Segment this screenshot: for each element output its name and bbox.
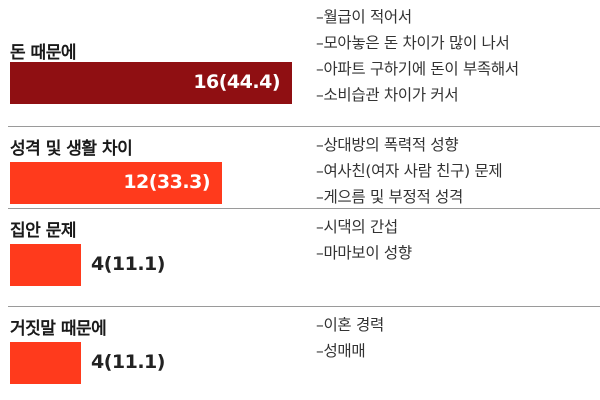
category-label: 거짓말 때문에 (10, 319, 107, 339)
row-divider (8, 306, 600, 307)
reason-item: –소비습관 차이가 커서 (316, 86, 459, 104)
row-divider (8, 126, 600, 127)
bar (10, 244, 81, 286)
data-label: 4(11.1) (91, 253, 165, 275)
category-row: 돈 때문에 16(44.4) –월급이 적어서 –모아놓은 돈 차이가 많이 나서 –아… (0, 2, 600, 130)
data-label: 4(11.1) (91, 351, 165, 373)
category-row: 성격 및 생활 차이 12(33.3) –상대방의 폭력적 성향 –여사친(여자 사람… (0, 130, 600, 212)
reason-item: –여사친(여자 사람 친구) 문제 (316, 162, 503, 180)
category-row: 거짓말 때문에 4(11.1) –이혼 경력 –성매매 (0, 310, 600, 400)
reason-item: –상대방의 폭력적 성향 (316, 136, 459, 154)
data-label: 16(44.4) (193, 71, 280, 93)
category-label: 돈 때문에 (10, 43, 76, 63)
bar (10, 342, 81, 384)
reason-item: –시댁의 간섭 (316, 218, 398, 236)
reason-item: –이혼 경력 (316, 316, 384, 334)
bar (10, 62, 292, 104)
reason-item: –아파트 구하기에 돈이 부족해서 (316, 60, 519, 78)
category-label: 성격 및 생활 차이 (10, 139, 133, 159)
category-row: 집안 문제 4(11.1) –시댁의 간섭 –마마보이 성향 (0, 212, 600, 310)
reason-item: –성매매 (316, 342, 366, 360)
reason-item: –모아놓은 돈 차이가 많이 나서 (316, 34, 510, 52)
reason-item: –마마보이 성향 (316, 244, 412, 262)
row-divider (8, 208, 600, 209)
reason-list: –월급이 적어서 –모아놓은 돈 차이가 많이 나서 –아파트 구하기에 돈이 부족… (316, 4, 519, 108)
reason-list: –상대방의 폭력적 성향 –여사친(여자 사람 친구) 문제 –게으름 및 부정적 … (316, 132, 503, 210)
data-label: 12(33.3) (123, 171, 210, 193)
reason-list: –이혼 경력 –성매매 (316, 312, 384, 364)
category-label: 집안 문제 (10, 221, 76, 241)
reason-item: –월급이 적어서 (316, 8, 412, 26)
reason-list: –시댁의 간섭 –마마보이 성향 (316, 214, 412, 266)
reason-item: –게으름 및 부정적 성격 (316, 188, 463, 206)
bar (10, 162, 222, 204)
